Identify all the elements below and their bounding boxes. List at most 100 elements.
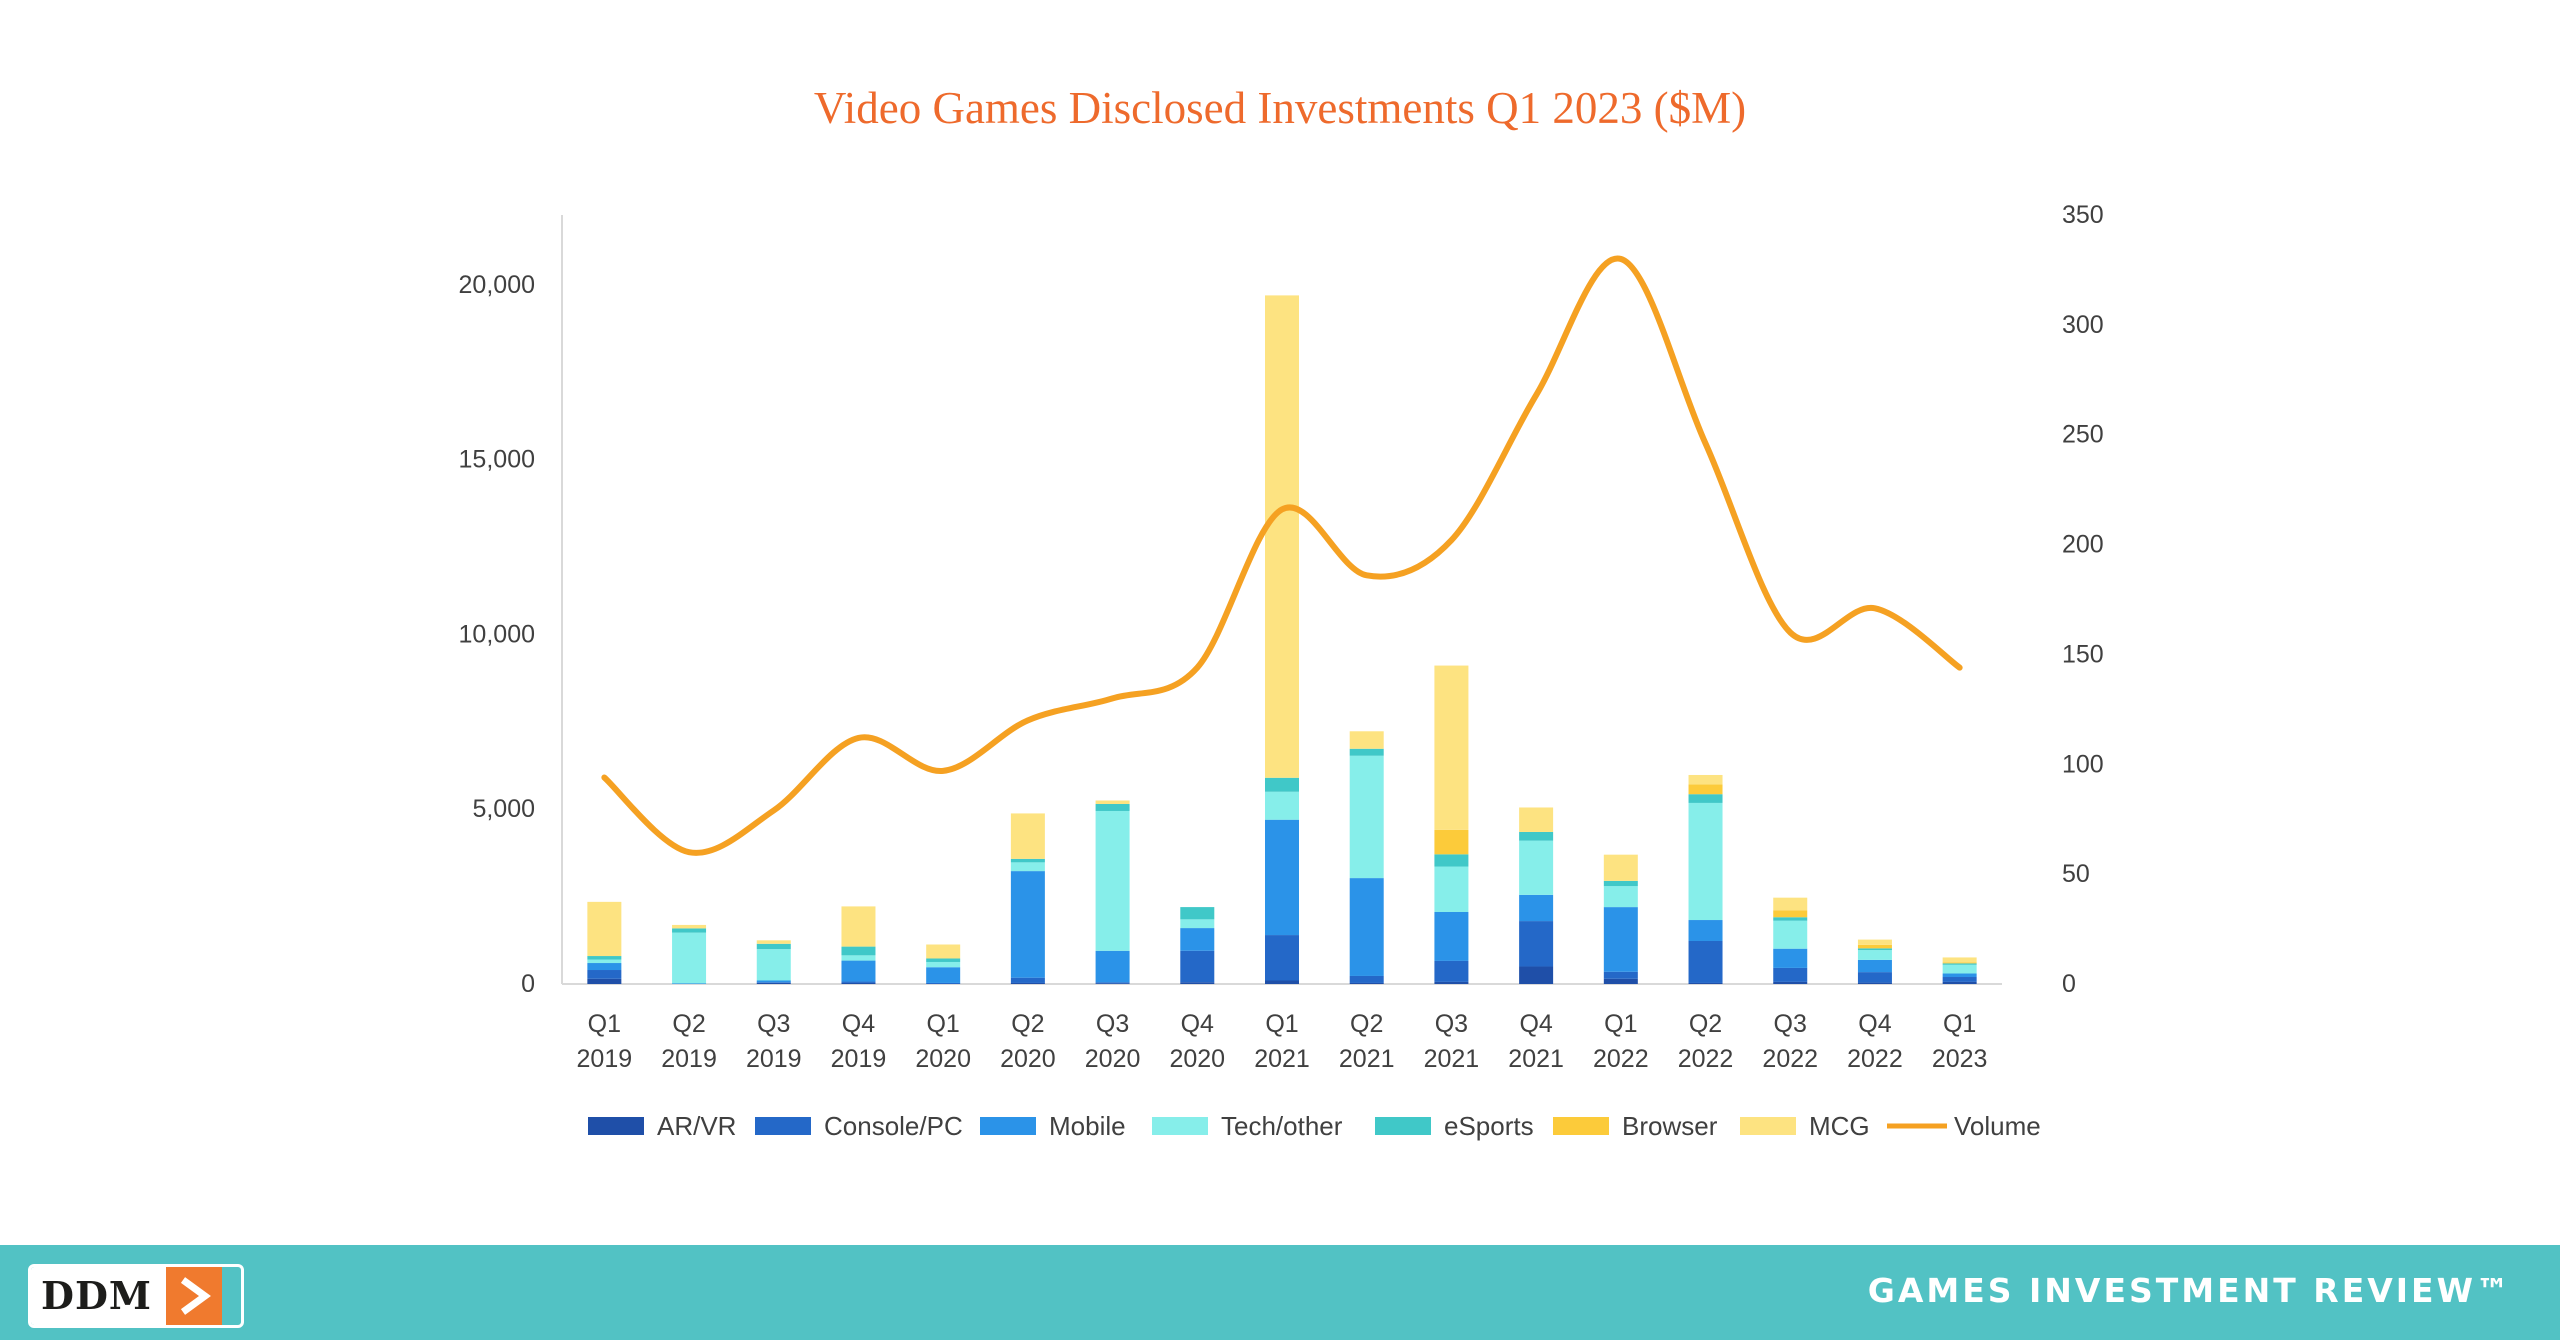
bar-segment-browser	[1688, 784, 1723, 795]
bar-segment-mcg	[1519, 807, 1554, 832]
bar-segment-tech-other	[1095, 810, 1130, 951]
bar-segment-console-pc	[1603, 971, 1638, 979]
legend-label-esports: eSports	[1444, 1111, 1534, 1141]
legend-label-mobile: Mobile	[1049, 1111, 1126, 1141]
bar-segment-console-pc	[1688, 941, 1723, 983]
bar-segment-console-pc	[1180, 950, 1215, 983]
bar-segment-tech-other	[1942, 964, 1977, 974]
y-right-tick-label: 50	[2062, 860, 2090, 888]
bar-segment-mobile	[926, 967, 961, 983]
chart-area: 0 5,000 10,000 15,000 20,000 0 50 100 150 200 250 3…	[459, 201, 2104, 1141]
bar-segment-ar-vr	[1349, 982, 1384, 984]
bar-segment-console-pc	[841, 981, 876, 983]
y-right-tick-label: 350	[2062, 201, 2104, 229]
x-tick-label-year: 2021	[1424, 1045, 1480, 1073]
y-left-tick-label: 10,000	[459, 620, 535, 648]
bar-segment-mcg	[926, 944, 961, 959]
bar-segment-mobile	[1519, 894, 1554, 922]
y-right-tick-label: 100	[2062, 750, 2104, 778]
x-tick-label-quarter: Q2	[1350, 1010, 1383, 1038]
bar-segment-mobile	[1095, 950, 1130, 983]
bar-segment-ar-vr	[1942, 981, 1977, 984]
volume-line	[601, 255, 1963, 856]
x-tick-label-year: 2020	[915, 1045, 971, 1073]
bar-segment-console-pc	[1010, 977, 1045, 983]
bar-segment-mobile	[841, 960, 876, 982]
bar-segment-esports	[1349, 748, 1384, 756]
bar-segment-mobile	[1434, 911, 1469, 961]
bar-segment-console-pc	[1265, 935, 1299, 981]
legend-label-ar-vr: AR/VR	[657, 1111, 736, 1141]
bar-segment-mcg	[1349, 731, 1384, 749]
x-tick-label-quarter: Q1	[1265, 1010, 1298, 1038]
x-tick-label-quarter: Q3	[1435, 1010, 1468, 1038]
bar-segment-tech-other	[1349, 755, 1384, 879]
bar-segment-mcg	[1773, 897, 1808, 911]
bar-segment-mobile	[1857, 959, 1892, 973]
x-tick-label-quarter: Q3	[1096, 1010, 1129, 1038]
x-tick-label-year: 2022	[1593, 1045, 1649, 1073]
y-left-tick-label: 0	[521, 970, 535, 998]
bar-segment-esports	[672, 928, 707, 933]
legend-label-tech-other: Tech/other	[1221, 1111, 1343, 1141]
bar-segment-ar-vr	[1519, 966, 1554, 984]
bar-segment-ar-vr	[1095, 983, 1130, 984]
legend: AR/VR Console/PC Mobile Tech/other eSports Br…	[588, 1111, 2041, 1141]
bar-stacks	[587, 295, 1977, 984]
x-tick-label-year: 2022	[1678, 1045, 1734, 1073]
bar-segment-esports	[841, 946, 876, 956]
y-right-tick-label: 250	[2062, 421, 2104, 449]
x-tick-label-quarter: Q1	[1943, 1010, 1976, 1038]
bar-segment-esports	[587, 956, 622, 960]
x-tick-label-year: 2020	[1085, 1045, 1141, 1073]
ddm-logo[interactable]: DDM	[28, 1264, 244, 1328]
bar-segment-browser	[1773, 910, 1808, 918]
x-tick-label-quarter: Q4	[1181, 1010, 1214, 1038]
bar-segment-mcg	[1688, 774, 1723, 785]
bar-segment-esports	[1942, 963, 1977, 965]
x-tick-label-quarter: Q4	[1858, 1010, 1891, 1038]
x-tick-label-year: 2021	[1254, 1045, 1310, 1073]
x-tick-label-year: 2020	[1000, 1045, 1056, 1073]
x-tick-label-quarter: Q1	[588, 1010, 621, 1038]
bar-segment-tech-other	[587, 959, 622, 964]
x-tick-label-quarter: Q3	[1774, 1010, 1807, 1038]
legend-swatch-mcg	[1740, 1117, 1796, 1135]
bar-segment-mobile	[1773, 948, 1808, 968]
y-right-tick-label: 150	[2062, 640, 2104, 668]
bar-segment-tech-other	[1010, 862, 1045, 872]
volume-line-layer	[601, 255, 1963, 856]
y-right-tick-label: 0	[2062, 970, 2076, 998]
bar-segment-ar-vr	[1773, 981, 1808, 984]
bar-segment-mobile	[756, 980, 791, 983]
bar-segment-browser	[1942, 962, 1977, 964]
bar-segment-esports	[1857, 948, 1892, 951]
bar-segment-console-pc	[1095, 982, 1130, 984]
bar-segment-ar-vr	[1434, 981, 1469, 984]
footer-bar: DDM GAMES INVESTMENT REVIEW™	[0, 1245, 2560, 1340]
x-tick-label-year: 2019	[577, 1045, 633, 1073]
x-tick-label-year: 2022	[1847, 1045, 1903, 1073]
x-tick-label-year: 2019	[746, 1045, 802, 1073]
bar-segment-mcg	[1095, 800, 1130, 804]
bar-segment-mobile	[1688, 920, 1723, 942]
axes: 0 5,000 10,000 15,000 20,000 0 50 100 150 200 250 3…	[459, 201, 2104, 1073]
chevron-right-icon	[165, 1267, 222, 1325]
bar-segment-mobile	[1265, 819, 1299, 936]
bar-segment-esports	[1688, 794, 1723, 803]
bar-segment-esports	[1180, 907, 1215, 920]
x-tick-label-year: 2020	[1169, 1045, 1225, 1073]
bar-segment-browser	[1434, 829, 1469, 855]
bar-segment-mobile	[1180, 928, 1215, 951]
bar-segment-mcg	[1942, 957, 1977, 963]
y-left-tick-label: 5,000	[472, 795, 535, 823]
x-tick-label-quarter: Q4	[1519, 1010, 1552, 1038]
bar-segment-mobile	[1942, 973, 1977, 978]
bar-segment-ar-vr	[756, 982, 791, 984]
ddm-logo-text: DDM	[31, 1267, 166, 1325]
bar-segment-console-pc	[756, 982, 791, 983]
bar-segment-tech-other	[926, 961, 961, 968]
bar-segment-console-pc	[1942, 977, 1977, 982]
bar-segment-mcg	[1265, 295, 1299, 778]
bar-segment-esports	[1773, 917, 1808, 921]
